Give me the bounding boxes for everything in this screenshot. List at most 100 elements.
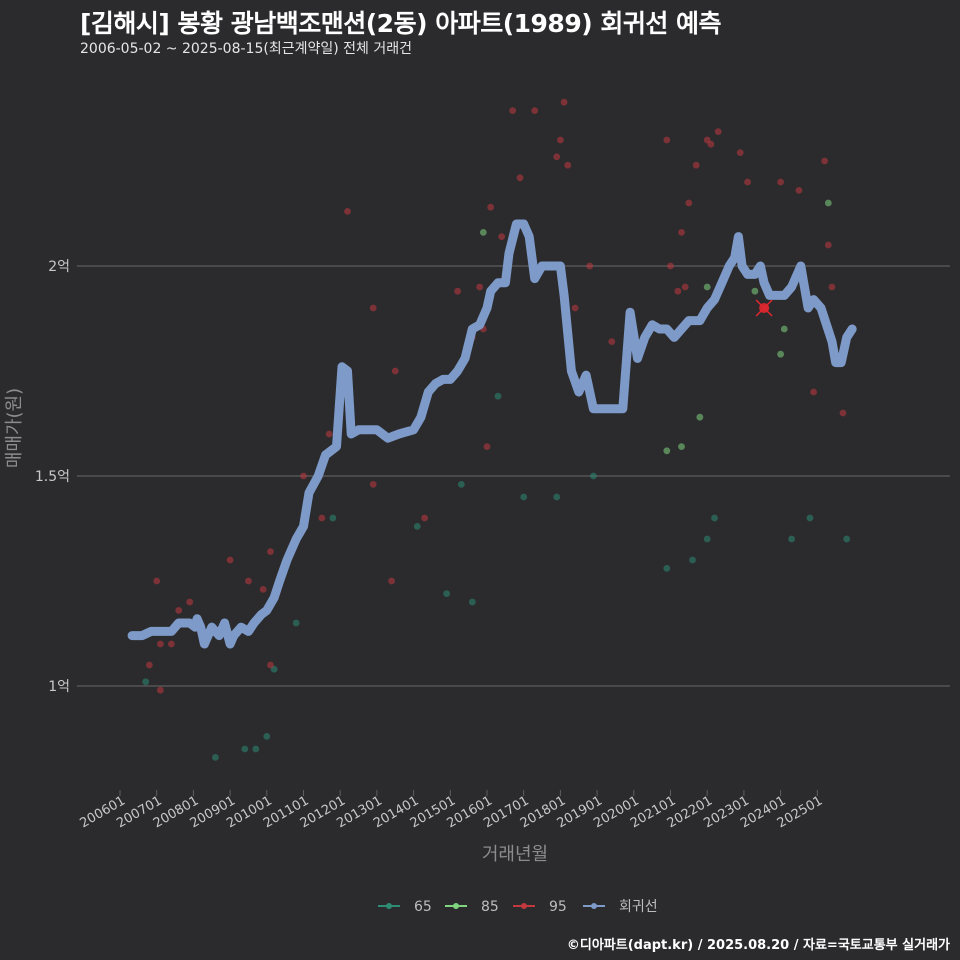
point-95	[145, 661, 153, 669]
point-95	[175, 607, 183, 614]
point-95	[667, 262, 674, 270]
point-95	[564, 161, 572, 169]
point-95	[586, 262, 594, 270]
point-65	[457, 481, 465, 488]
legend-label: 85	[481, 899, 499, 915]
point-95	[839, 409, 847, 417]
point-85	[777, 350, 784, 358]
point-65	[590, 472, 597, 480]
point-95	[714, 128, 722, 136]
y-axis-ticks: 1억 1.5억 2억	[35, 259, 70, 695]
point-95	[487, 203, 495, 211]
point-65	[788, 535, 796, 543]
point-95	[557, 136, 564, 144]
y-tick-label: 1억	[48, 679, 70, 695]
legend: 65 85 95 회귀선	[378, 899, 658, 915]
legend-swatch-dot	[386, 903, 392, 909]
point-95	[674, 287, 682, 295]
point-65	[843, 535, 851, 543]
x-axis-title: 거래년월	[482, 844, 548, 865]
point-65	[263, 733, 271, 740]
point-65	[142, 678, 150, 686]
legend-swatch-dot	[591, 903, 597, 909]
point-95	[608, 338, 616, 345]
point-95	[300, 472, 307, 480]
point-95	[795, 187, 803, 194]
point-95	[186, 598, 194, 606]
x-axis-ticks: 2006012007012008012009012010012011012012…	[78, 790, 825, 831]
point-85	[824, 199, 832, 207]
point-65	[468, 598, 476, 606]
point-65	[553, 493, 561, 501]
gridlines	[77, 265, 950, 687]
point-65	[292, 619, 300, 627]
chart-subtitle: 2006-05-02 ~ 2025-08-15(최근계약일) 전체 거래건	[80, 41, 412, 57]
y-tick-label: 2억	[48, 259, 70, 275]
point-95	[369, 304, 377, 312]
point-95	[483, 443, 491, 450]
point-65	[520, 493, 528, 501]
point-95	[571, 304, 579, 312]
point-95	[777, 178, 784, 186]
point-95	[531, 107, 539, 114]
point-95	[388, 577, 395, 585]
point-65	[413, 523, 421, 530]
chart-title: [김해시] 봉황 광남백조맨션(2동) 아파트(1989) 회귀선 예측	[80, 9, 722, 38]
point-95	[344, 208, 351, 215]
point-65	[241, 745, 249, 753]
point-65	[212, 754, 219, 761]
point-95	[156, 686, 164, 694]
point-95	[267, 548, 274, 555]
highlight-cross	[755, 299, 773, 317]
point-65	[689, 556, 696, 564]
point-65	[443, 590, 451, 597]
point-95	[167, 640, 175, 648]
point-95	[245, 577, 252, 585]
regression-line	[127, 219, 857, 649]
point-95	[736, 149, 744, 157]
point-95	[692, 161, 700, 169]
legend-label: 95	[549, 899, 567, 915]
point-95	[369, 481, 377, 488]
highlight-marker-layer	[755, 299, 773, 317]
y-tick-label: 1.5억	[35, 469, 70, 485]
point-95	[828, 283, 836, 291]
legend-label: 회귀선	[619, 899, 658, 915]
point-95	[707, 140, 715, 148]
point-95	[810, 388, 818, 396]
point-95	[421, 514, 429, 522]
point-95	[267, 661, 274, 669]
source-caption: ©디아파트(dapt.kr) / 2025.08.20 / 자료=국토교통부 실…	[566, 938, 950, 953]
point-95	[318, 514, 326, 522]
legend-label: 65	[414, 899, 432, 915]
point-95	[153, 577, 161, 585]
point-95	[509, 107, 517, 114]
point-65	[806, 514, 814, 522]
point-95	[226, 556, 234, 564]
point-65	[252, 745, 260, 753]
point-85	[696, 413, 704, 421]
point-85	[479, 229, 487, 236]
point-95	[516, 174, 524, 182]
y-axis-title: 매매가(원)	[4, 388, 25, 468]
point-65	[711, 514, 718, 522]
point-85	[663, 447, 671, 455]
legend-swatch-dot	[453, 903, 459, 909]
point-65	[329, 514, 337, 522]
point-95	[476, 283, 484, 291]
point-65	[494, 392, 502, 400]
point-85	[703, 283, 711, 291]
point-95	[560, 98, 568, 106]
point-65	[703, 535, 711, 543]
point-95	[663, 136, 671, 144]
legend-swatch-dot	[521, 903, 527, 909]
point-95	[685, 199, 693, 207]
scatter-points	[142, 98, 851, 761]
point-95	[325, 430, 333, 438]
point-85	[678, 443, 685, 450]
point-65	[663, 565, 671, 572]
point-85	[751, 287, 759, 295]
point-95	[156, 640, 164, 648]
point-95	[259, 586, 267, 593]
